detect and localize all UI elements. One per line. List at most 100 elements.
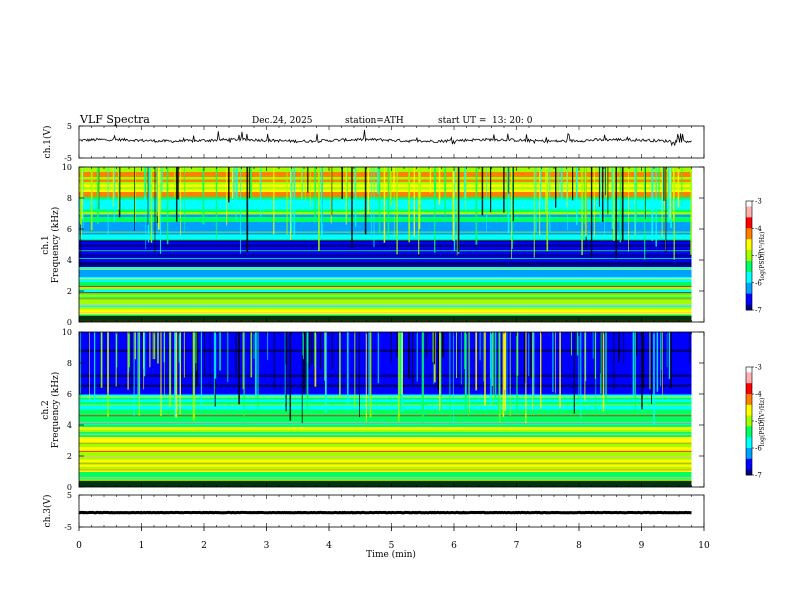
colorbar-segment (746, 379, 752, 381)
colorbar-segment (746, 472, 752, 475)
colorbar-segment (746, 411, 752, 414)
spectrogram-band (79, 474, 692, 478)
colorbar-segment (746, 421, 752, 423)
colorbar-segment (746, 446, 752, 449)
spectrogram-band (79, 357, 692, 360)
colorbar-segment (746, 465, 752, 468)
spectrogram-band (79, 404, 692, 408)
colorbar-segment (746, 273, 752, 275)
start-ut-value: 13: 20: 0 (492, 116, 533, 126)
colorbar-segment (746, 250, 752, 252)
spectrogram-band (79, 192, 692, 195)
colorbar-segment (746, 307, 752, 310)
spectrogram-band (79, 349, 692, 353)
spectrogram-band (79, 454, 692, 458)
spectrogram-band (79, 347, 692, 350)
colorbar-segment (746, 431, 752, 434)
ch1-spectrogram-panel: 10 8 6 4 2 0 ch.1 Frequency (kHz) (41, 163, 705, 327)
spectrogram-band (79, 364, 692, 368)
spectrogram-band (79, 197, 692, 200)
colorbar-segment (746, 371, 752, 373)
colorbar-segment (746, 387, 752, 389)
ch1-colorbar-tick-label: -3 (755, 198, 762, 206)
colorbar-segment (746, 376, 752, 379)
colorbar-segment (746, 290, 752, 293)
ch1-colorbar-tick-label: -7 (755, 307, 762, 315)
spectrogram-band (79, 382, 692, 385)
spectrogram-band (79, 212, 692, 215)
ch2-colorbar: -3 -4 -5 -6 -7 (745, 364, 762, 480)
colorbar-segment (746, 267, 752, 270)
spectrogram-band (79, 282, 692, 285)
spectrogram-band (79, 362, 692, 365)
colorbar-segment (746, 460, 752, 462)
spectrogram-band (79, 452, 692, 455)
colorbar-segment (746, 449, 752, 452)
spectrogram-band (79, 204, 692, 208)
spectrogram-band (79, 177, 692, 180)
colorbar-segment (746, 240, 752, 243)
colorbar-segment (746, 215, 752, 218)
colorbar-segment (746, 439, 752, 442)
spectrogram-band (79, 172, 692, 175)
colorbar-segment (746, 452, 752, 454)
spectrogram-band (79, 274, 692, 278)
spectrogram-band (79, 237, 692, 240)
colorbar-segment (746, 415, 752, 418)
spectrogram-band (79, 359, 692, 363)
colorbar-segment (746, 220, 752, 222)
ch1-spectrogram-image (79, 167, 693, 323)
time-axis-tick-label: 0 (76, 541, 82, 551)
colorbar-segment (746, 254, 752, 256)
spectrogram-band (79, 379, 692, 383)
colorbar-segment (746, 454, 752, 457)
ch2-spectrogram-ytick-label: 8 (67, 359, 72, 368)
colorbar-segment (746, 284, 752, 286)
colorbar-segment (746, 248, 752, 251)
spectrogram-band (79, 259, 692, 263)
colorbar-segment (746, 473, 752, 476)
spectrogram-band (79, 307, 692, 310)
spectrogram-band (79, 304, 692, 308)
spectrogram-band (79, 239, 692, 243)
ch1-spectrogram-ytick-label: 10 (62, 163, 72, 172)
ch2-spectrogram-ytick-label: 6 (67, 390, 72, 399)
colorbar-segment (746, 403, 752, 406)
spectrogram-band (79, 409, 692, 413)
spectrogram-band (79, 377, 692, 380)
ch2-colorbar-tick-label: -3 (755, 364, 762, 372)
spectrogram-band (79, 369, 692, 373)
colorbar-segment (746, 384, 752, 387)
time-axis-tick-label: 2 (201, 541, 207, 551)
colorbar-segment (746, 464, 752, 466)
colorbar-segment (746, 255, 752, 258)
spectrogram-band (79, 419, 692, 423)
colorbar-segment (746, 458, 752, 461)
ch2-colorbar-tick-label: -7 (755, 472, 762, 480)
spectrogram-band (79, 339, 692, 343)
spectrogram-band (79, 337, 692, 340)
colorbar-segment (746, 225, 752, 228)
colorbar-segment (746, 210, 752, 213)
colorbar-segment (746, 367, 752, 369)
spectrogram-band (79, 247, 692, 250)
colorbar-segment (746, 275, 752, 278)
spectrogram-band (79, 334, 692, 338)
spectrogram-band (79, 459, 692, 463)
spectrogram-band (79, 354, 692, 358)
colorbar-segment (746, 232, 752, 235)
spectrogram-band (79, 289, 692, 293)
ch2-colorbar-tick-label: -6 (755, 445, 762, 453)
spectrogram-band (79, 399, 692, 403)
colorbar-segment (746, 288, 752, 290)
colorbar-segment (746, 453, 752, 456)
colorbar-segment (746, 392, 752, 395)
colorbar-segment (746, 217, 752, 220)
colorbar-segment (746, 429, 752, 431)
colorbar-segment (746, 233, 752, 236)
colorbar-segment (746, 457, 752, 460)
spectrogram-band (79, 269, 692, 273)
ch1-colorbar-tick-label: -4 (755, 225, 762, 233)
ch1-colorbar: -3 -4 -5 -6 -7 (745, 198, 762, 315)
